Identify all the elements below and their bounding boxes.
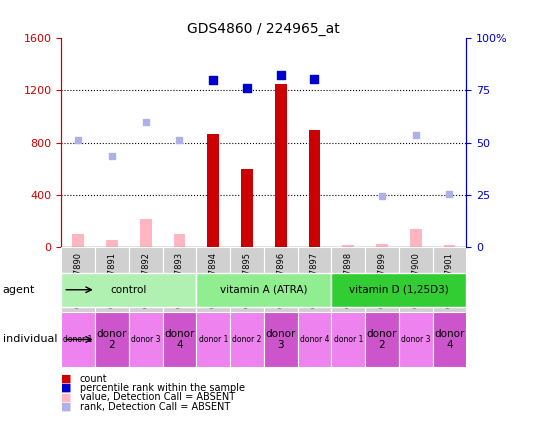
Point [108,152,116,159]
Point [310,75,319,82]
Bar [207,134,219,247]
Text: donor 3: donor 3 [401,335,431,344]
FancyBboxPatch shape [61,312,95,367]
Text: GSM1127896: GSM1127896 [276,252,285,308]
FancyBboxPatch shape [297,312,332,367]
Point [411,132,420,138]
Point [175,137,184,143]
FancyBboxPatch shape [61,273,196,307]
Text: count: count [80,374,108,384]
FancyBboxPatch shape [230,247,264,332]
FancyBboxPatch shape [129,312,163,367]
Text: GSM1127900: GSM1127900 [411,252,420,308]
FancyBboxPatch shape [196,247,230,332]
FancyBboxPatch shape [95,247,129,332]
FancyBboxPatch shape [61,247,95,332]
Text: value, Detection Call = ABSENT: value, Detection Call = ABSENT [80,392,235,402]
Bar [342,245,354,247]
Point [445,190,454,197]
FancyBboxPatch shape [230,312,264,367]
FancyBboxPatch shape [332,312,365,367]
Text: donor
3: donor 3 [265,329,296,350]
Text: GSM1127899: GSM1127899 [377,252,386,308]
Text: GSM1127897: GSM1127897 [310,252,319,308]
Text: control: control [111,285,147,295]
FancyBboxPatch shape [365,247,399,332]
Text: donor
4: donor 4 [164,329,195,350]
Text: GSM1127901: GSM1127901 [445,252,454,308]
FancyBboxPatch shape [196,312,230,367]
Bar [410,229,422,247]
FancyBboxPatch shape [399,312,433,367]
Point [378,193,386,200]
Title: GDS4860 / 224965_at: GDS4860 / 224965_at [188,22,340,36]
Text: donor 4: donor 4 [300,335,329,344]
Bar [140,219,151,247]
FancyBboxPatch shape [95,312,129,367]
Point [209,77,217,83]
Text: donor 1: donor 1 [334,335,363,344]
FancyBboxPatch shape [297,247,332,332]
FancyBboxPatch shape [163,312,196,367]
Text: agent: agent [3,285,35,295]
Text: donor
4: donor 4 [434,329,465,350]
FancyBboxPatch shape [129,247,163,332]
Bar [241,169,253,247]
Text: donor 1: donor 1 [63,335,93,344]
FancyBboxPatch shape [264,312,297,367]
Bar [376,244,388,247]
Point [141,118,150,125]
Point [243,85,251,91]
Bar [443,245,455,247]
Text: ■: ■ [61,383,72,393]
Text: individual: individual [3,335,57,344]
Point [74,137,83,143]
FancyBboxPatch shape [433,247,466,332]
Text: donor 1: donor 1 [198,335,228,344]
FancyBboxPatch shape [196,273,332,307]
Text: donor 2: donor 2 [232,335,262,344]
FancyBboxPatch shape [365,312,399,367]
FancyBboxPatch shape [264,247,297,332]
Text: ■: ■ [61,392,72,402]
Point [277,71,285,78]
FancyBboxPatch shape [332,247,365,332]
Text: GSM1127891: GSM1127891 [108,252,116,308]
Text: GSM1127895: GSM1127895 [243,252,252,308]
FancyBboxPatch shape [332,273,466,307]
Bar [72,234,84,247]
Text: GSM1127892: GSM1127892 [141,252,150,308]
Text: GSM1127893: GSM1127893 [175,252,184,308]
Bar [106,239,118,247]
Text: donor 3: donor 3 [131,335,160,344]
Text: rank, Detection Call = ABSENT: rank, Detection Call = ABSENT [80,401,230,412]
Text: vitamin A (ATRA): vitamin A (ATRA) [220,285,308,295]
Text: donor
2: donor 2 [367,329,397,350]
Bar [275,84,287,247]
FancyBboxPatch shape [399,247,433,332]
Text: ■: ■ [61,401,72,412]
Bar [174,234,185,247]
Bar [309,130,320,247]
Text: donor
2: donor 2 [97,329,127,350]
Text: vitamin D (1,25D3): vitamin D (1,25D3) [349,285,449,295]
Text: percentile rank within the sample: percentile rank within the sample [80,383,245,393]
Text: ■: ■ [61,374,72,384]
Text: GSM1127894: GSM1127894 [209,252,217,308]
Text: GSM1127890: GSM1127890 [74,252,83,308]
Text: GSM1127898: GSM1127898 [344,252,353,308]
FancyBboxPatch shape [163,247,196,332]
FancyBboxPatch shape [433,312,466,367]
